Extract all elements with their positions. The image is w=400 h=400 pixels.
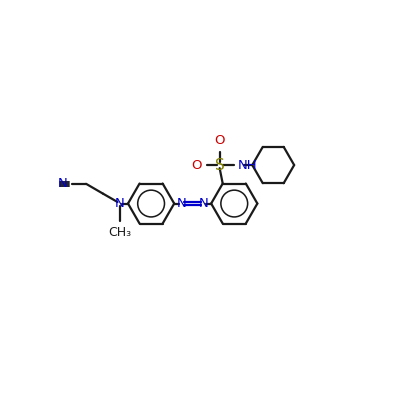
Text: CH₃: CH₃: [108, 226, 132, 239]
Text: N: N: [198, 197, 208, 210]
Text: NH: NH: [238, 158, 257, 172]
Text: O: O: [192, 158, 202, 172]
Text: S: S: [215, 158, 224, 172]
Text: N: N: [58, 177, 68, 190]
Text: O: O: [214, 134, 225, 148]
Text: N: N: [177, 197, 187, 210]
Text: N: N: [115, 197, 125, 210]
